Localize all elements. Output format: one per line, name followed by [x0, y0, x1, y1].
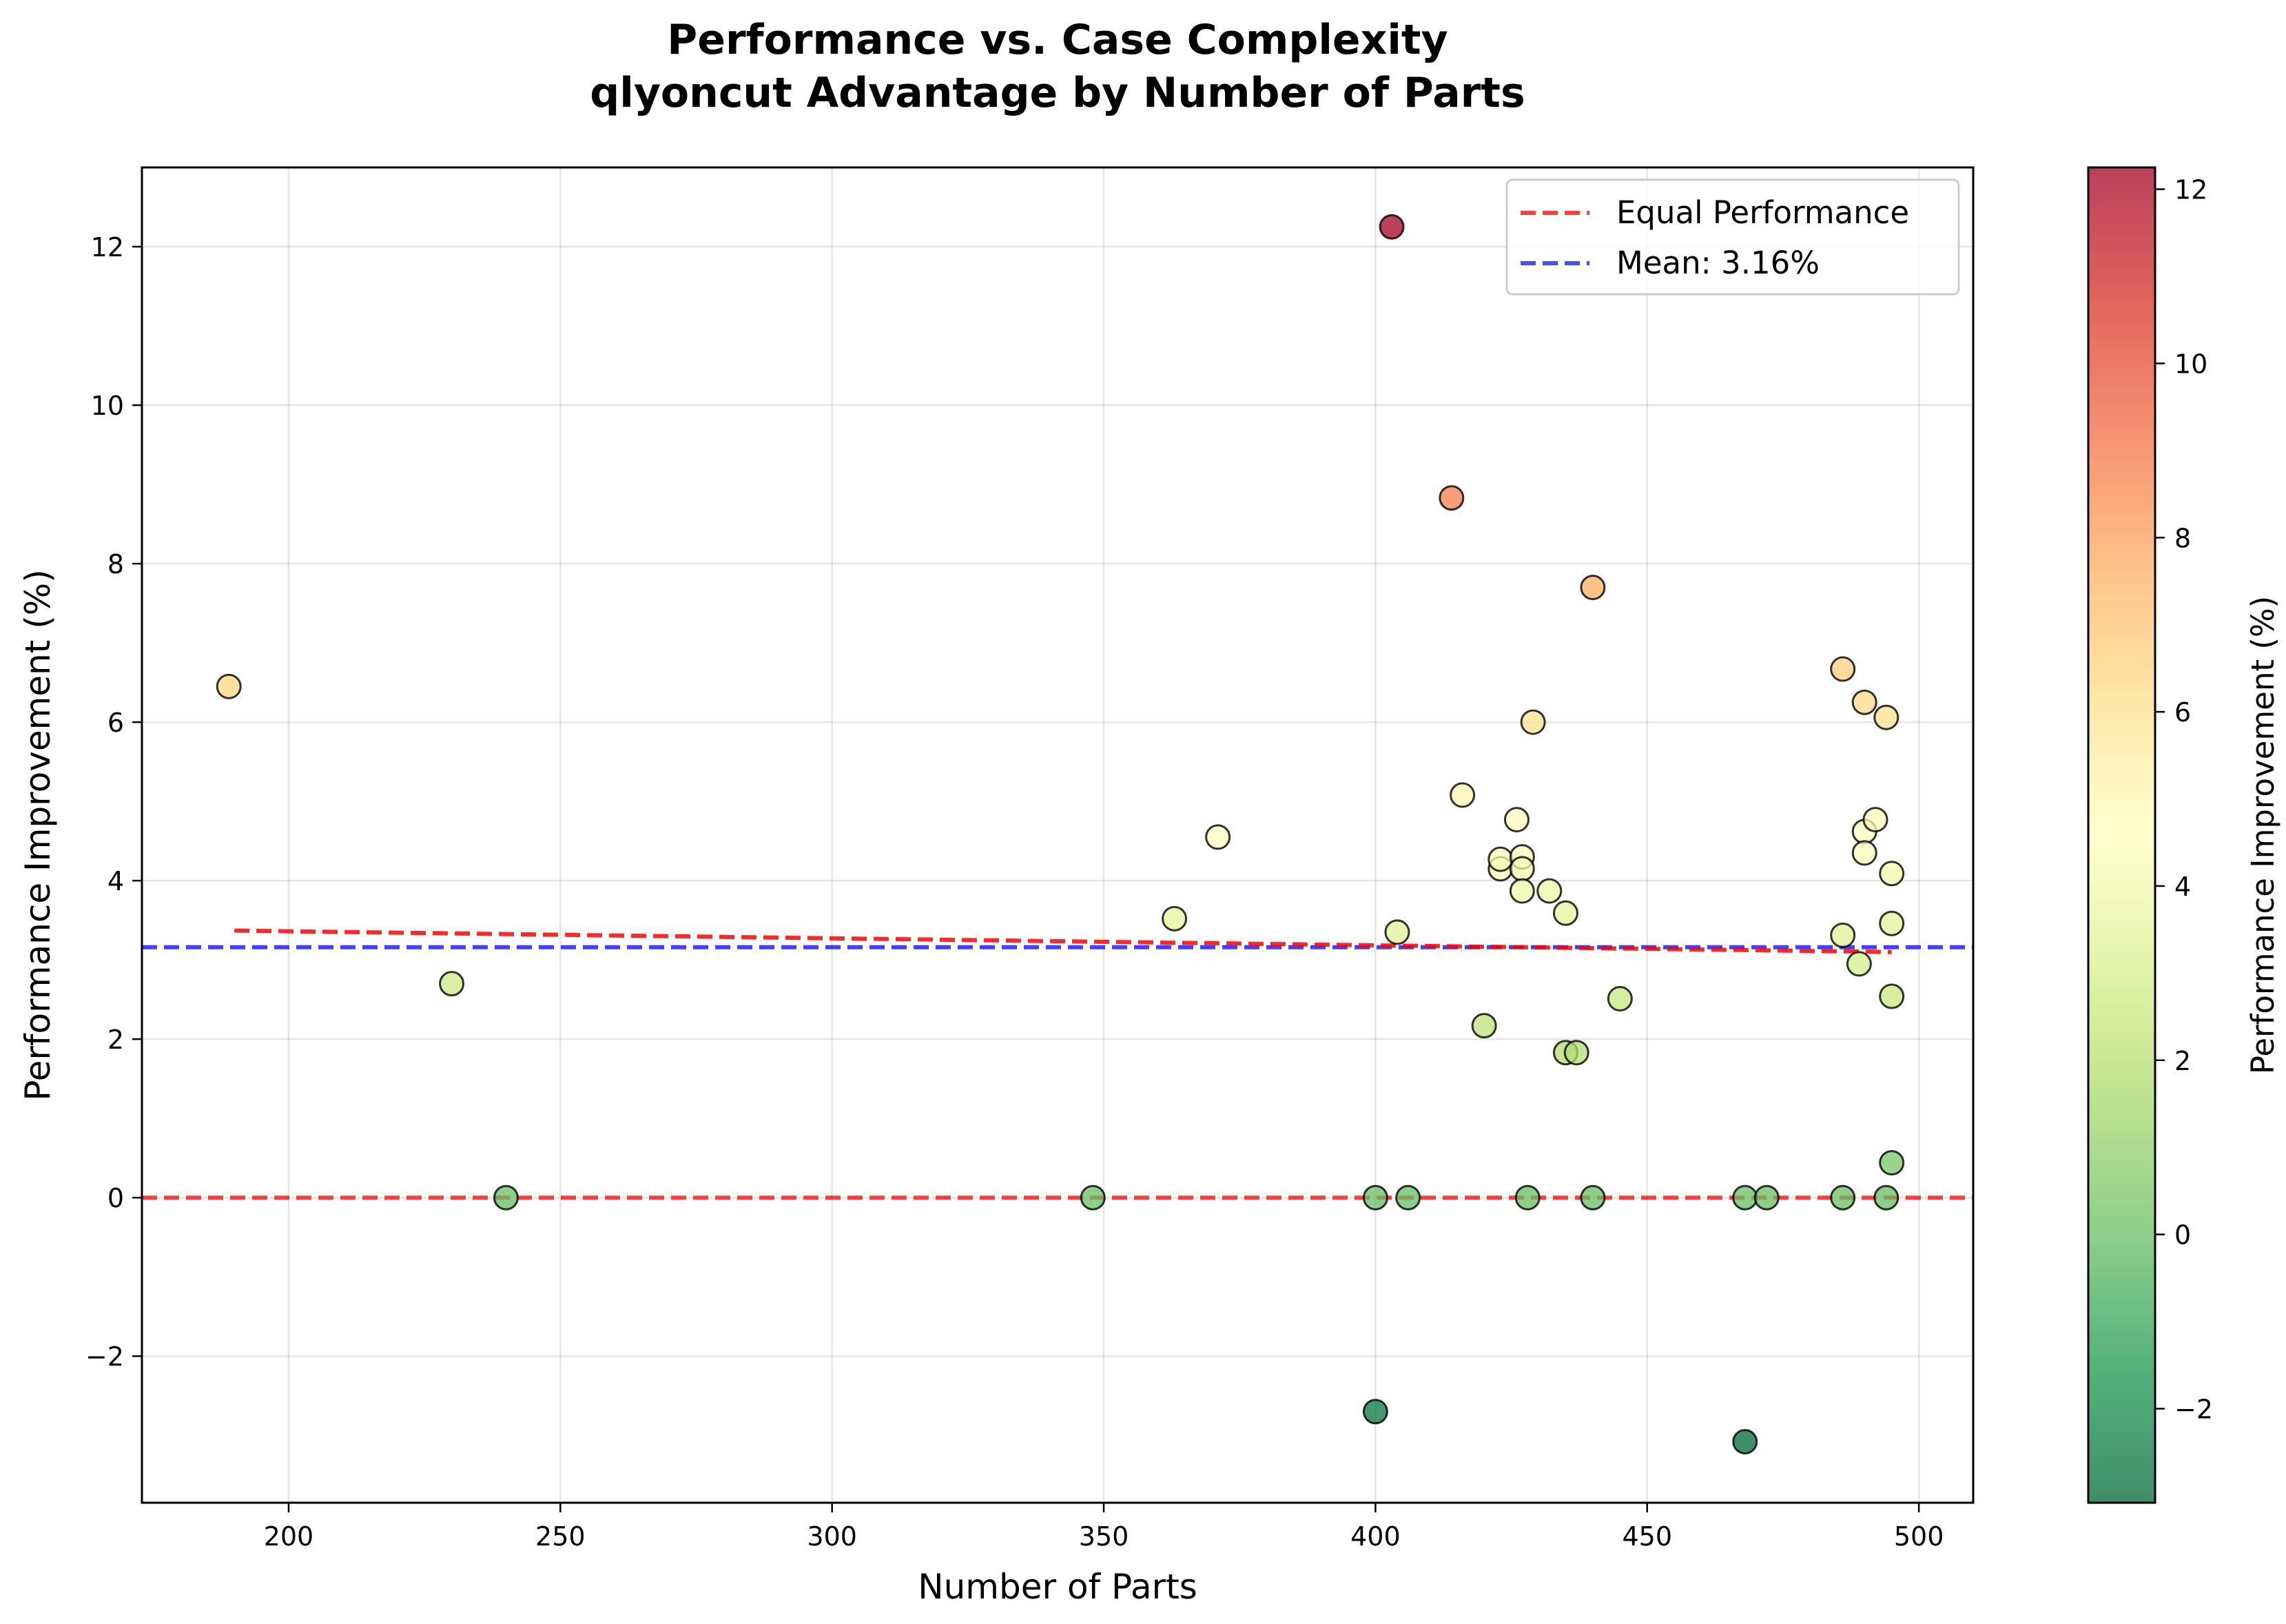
data-point — [1509, 878, 1535, 904]
data-point — [1536, 878, 1563, 904]
data-point — [1439, 485, 1465, 511]
data-point — [439, 971, 465, 997]
data-point — [1862, 807, 1888, 833]
trend-line — [234, 928, 1892, 954]
grid-lines — [142, 167, 1973, 1503]
y-tick-label: 12 — [91, 232, 124, 263]
y-tick-label: 6 — [107, 708, 124, 738]
data-point — [1205, 824, 1231, 850]
y-tick-label: 8 — [107, 549, 124, 579]
y-axis-label: Performance Improvement (%) — [18, 569, 58, 1101]
colorbar-tick-label: 2 — [2174, 1046, 2191, 1076]
colorbar-tick-label: 8 — [2174, 523, 2191, 553]
legend: Equal Performance Mean: 3.16% — [1505, 178, 1960, 296]
legend-label-mean: Mean: 3.16% — [1616, 245, 1820, 281]
data-points — [216, 214, 1905, 1455]
x-tick-label: 500 — [1894, 1521, 1944, 1552]
data-point — [1580, 1184, 1606, 1211]
data-point — [1503, 807, 1530, 833]
data-point — [1580, 575, 1606, 601]
colorbar-tick-label: −2 — [2174, 1394, 2213, 1424]
data-point — [1471, 1013, 1497, 1039]
data-point — [1851, 840, 1877, 866]
data-point — [1080, 1184, 1106, 1211]
colorbar-ticks: −2 0 2 4 6 8 10 12 — [2155, 175, 2213, 1424]
y-tick-label: 2 — [107, 1025, 124, 1055]
data-point — [1851, 689, 1877, 715]
colorbar-tick-label: 10 — [2174, 349, 2207, 379]
data-point — [1879, 910, 1905, 936]
chart-title: Performance vs. Case Complexity — [667, 16, 1448, 64]
data-point — [1607, 986, 1633, 1012]
data-point — [1509, 856, 1535, 882]
colorbar-frame — [2087, 166, 2156, 1504]
data-point — [1395, 1184, 1421, 1211]
data-point — [1879, 861, 1905, 887]
data-point — [493, 1184, 519, 1211]
data-point — [1362, 1399, 1388, 1425]
data-point — [1732, 1428, 1758, 1455]
data-point — [1879, 983, 1905, 1009]
data-point — [1384, 919, 1410, 945]
x-axis-label: Number of Parts — [918, 1567, 1197, 1607]
reference-lines — [142, 928, 1973, 1200]
x-tick-label: 200 — [264, 1521, 314, 1552]
data-point — [1873, 704, 1899, 730]
colorbar: −2 0 2 4 6 8 10 12 Performance Improvement (%) — [2087, 166, 2281, 1504]
colorbar-tick-label: 4 — [2174, 872, 2191, 902]
data-point — [1520, 709, 1546, 735]
data-point — [1450, 782, 1476, 808]
x-tick-label: 450 — [1623, 1521, 1673, 1552]
data-point — [1830, 922, 1856, 948]
data-point — [1846, 951, 1872, 977]
legend-box — [1505, 178, 1960, 296]
data-point — [1514, 1184, 1541, 1211]
y-tick-label: 4 — [107, 866, 124, 896]
data-point — [1830, 656, 1856, 682]
chart-subtitle: qlyoncut Advantage by Number of Parts — [590, 69, 1525, 117]
y-tick-label: 10 — [91, 391, 124, 421]
data-point — [1732, 1184, 1758, 1211]
data-point — [1552, 900, 1578, 926]
data-point — [1487, 846, 1514, 872]
data-point — [1830, 1184, 1856, 1211]
legend-label-equal: Equal Performance — [1616, 194, 1909, 231]
y-axis-ticks: −2 0 2 4 6 8 10 12 — [85, 232, 142, 1372]
colorbar-label: Performance Improvement (%) — [2245, 596, 2281, 1074]
x-tick-label: 300 — [807, 1521, 857, 1552]
colorbar-tick-label: 6 — [2174, 697, 2191, 728]
y-tick-label: 0 — [107, 1183, 124, 1213]
data-point — [1873, 1184, 1899, 1211]
x-tick-label: 400 — [1350, 1521, 1401, 1552]
plot-frame — [141, 166, 1975, 1504]
colorbar-tick-label: 12 — [2174, 175, 2207, 205]
colorbar-tick-label: 0 — [2174, 1220, 2191, 1251]
data-point — [216, 673, 242, 699]
data-point — [1162, 905, 1188, 932]
x-tick-label: 350 — [1079, 1521, 1129, 1552]
colorbar-gradient — [2088, 167, 2155, 1503]
x-axis-ticks: 200 250 300 350 400 450 500 — [264, 1503, 1944, 1552]
x-tick-label: 250 — [535, 1521, 586, 1552]
data-point — [1879, 1150, 1905, 1176]
y-tick-label: −2 — [85, 1342, 124, 1372]
data-point — [1379, 214, 1405, 240]
data-point — [1563, 1040, 1589, 1066]
data-point — [1753, 1184, 1780, 1211]
data-point — [1362, 1184, 1388, 1211]
